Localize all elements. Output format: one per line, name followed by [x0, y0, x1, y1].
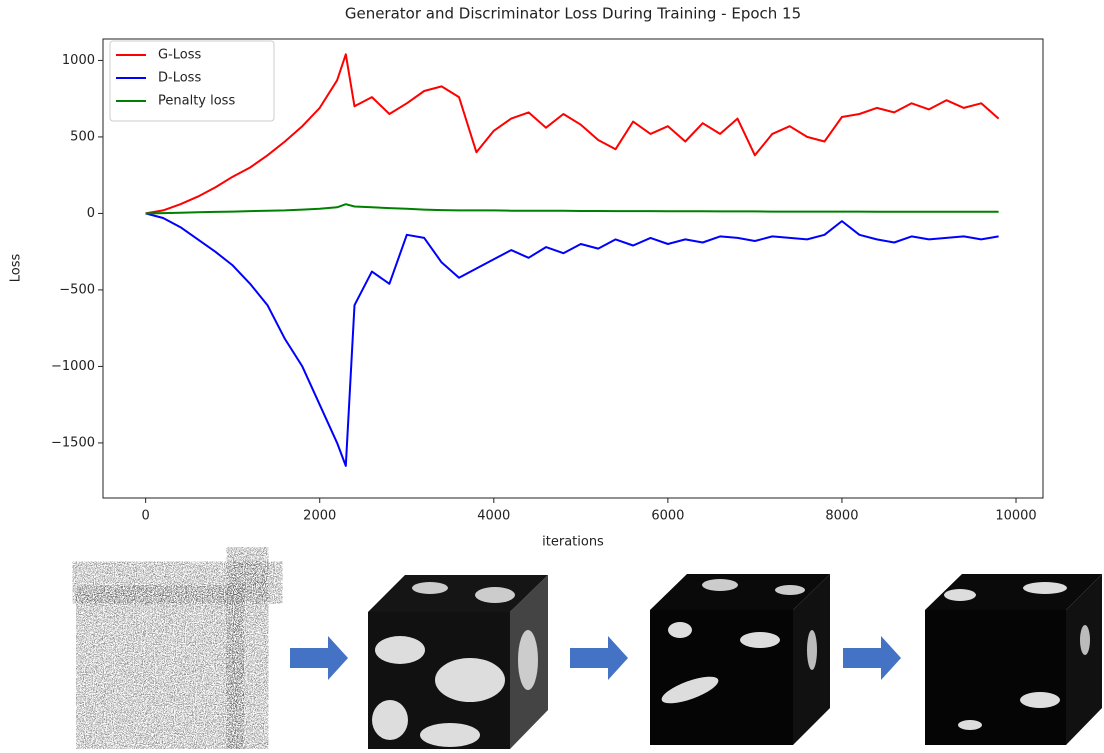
cube-noise	[90, 565, 265, 745]
cube-stage-2	[368, 575, 548, 749]
legend: G-Loss D-Loss Penalty loss	[109, 40, 275, 122]
legend-label: Penalty loss	[158, 94, 235, 109]
x-axis-label: iterations	[542, 535, 604, 550]
legend-label: D-Loss	[158, 71, 201, 86]
axes-frame	[102, 38, 1044, 499]
x-tick-label: 0	[142, 509, 150, 524]
chart-title: Generator and Discriminator Loss During …	[345, 5, 801, 23]
x-tick-label: 8000	[825, 509, 858, 524]
y-tick-label: −500	[59, 282, 95, 297]
x-tick-label: 6000	[651, 509, 684, 524]
legend-label: G-Loss	[158, 48, 202, 63]
y-tick-label: 0	[87, 206, 95, 221]
x-tick-label: 10000	[995, 509, 1036, 524]
legend-box	[109, 40, 275, 122]
series-line	[145, 203, 999, 215]
x-tick-label: 2000	[303, 509, 336, 524]
series-line	[145, 53, 1000, 215]
y-tick-label: −1500	[51, 435, 95, 450]
series-line	[145, 212, 999, 467]
y-axis-label: Loss	[9, 254, 24, 283]
y-tick-label: −1000	[51, 359, 95, 374]
x-tick-label: 4000	[477, 509, 510, 524]
y-tick-label: 1000	[62, 53, 95, 68]
plot-area	[145, 53, 1000, 467]
cube-stage-4	[925, 574, 1102, 745]
y-tick-label: 500	[70, 129, 95, 144]
arrows	[290, 636, 901, 680]
cube-stage-3	[650, 574, 830, 745]
